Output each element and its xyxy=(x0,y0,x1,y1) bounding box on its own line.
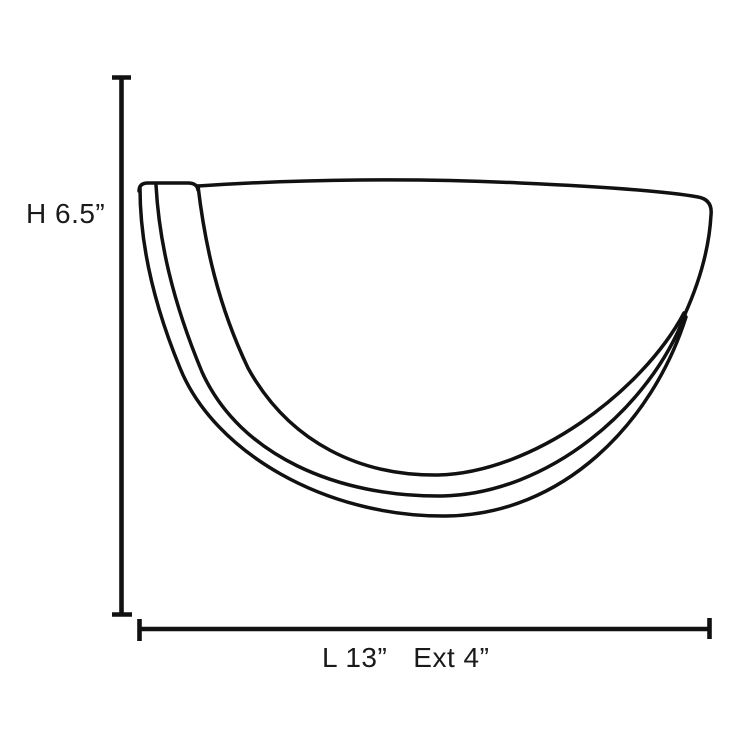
sconce-inner-arc xyxy=(196,184,686,477)
length-dimension-label: L 13” xyxy=(322,642,388,673)
sconce-outer-arc xyxy=(138,186,688,518)
sconce-middle-arc xyxy=(154,183,687,498)
sconce-top-rim-and-right-edge xyxy=(196,178,713,316)
dimension-lines xyxy=(112,75,712,641)
sconce-band-top-edge xyxy=(137,181,200,193)
length-dimension-labels: L 13” Ext 4” xyxy=(322,644,489,672)
height-dimension-label: H 6.5” xyxy=(26,198,106,229)
sconce-shape xyxy=(137,178,713,518)
extension-dimension-label: Ext 4” xyxy=(413,642,490,673)
